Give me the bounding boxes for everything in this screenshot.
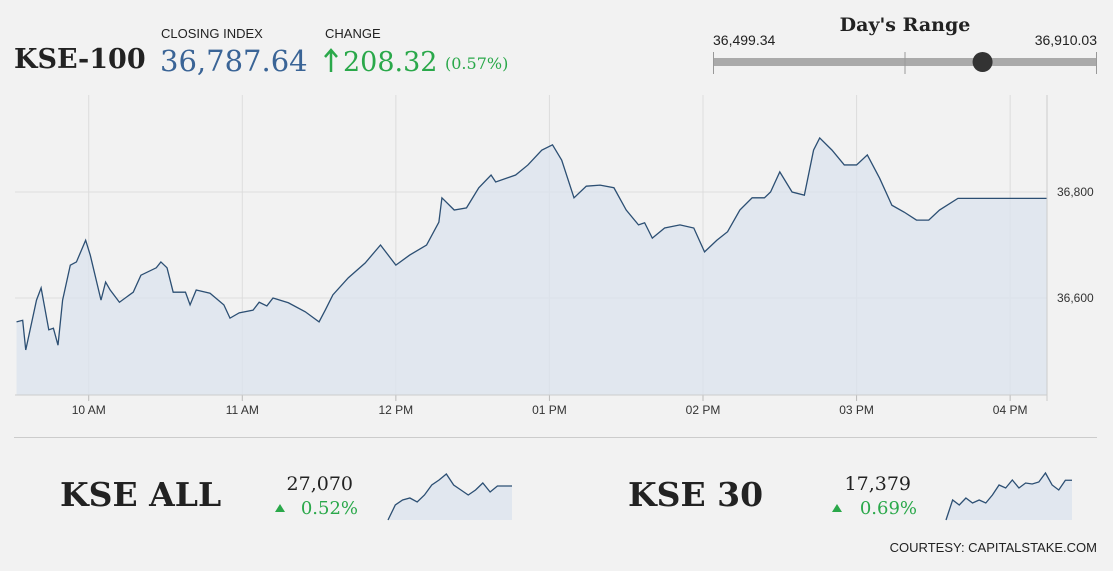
- change: 208.32: [343, 47, 437, 78]
- range-low: 36,499.34: [713, 32, 775, 48]
- line: [387, 473, 512, 521]
- index-value: 17,379: [845, 473, 911, 495]
- line: [16, 136, 1047, 351]
- x-tick-label: 10 AM: [72, 403, 106, 417]
- up-arrow: [324, 48, 338, 72]
- charts: 36,600 36,800 10 AM 11 AM 12 PM 01 PM 02 PM 03 …: [15, 95, 1094, 521]
- x-tick-label: 03 PM: [839, 403, 874, 417]
- symbol: KSE-100: [14, 44, 146, 75]
- change-label: CHANGE: [325, 26, 381, 41]
- area: [946, 473, 1072, 520]
- x-tick-label: 02 PM: [686, 403, 721, 417]
- range-high: 36,910.03: [1035, 32, 1097, 48]
- index-value: 27,070: [287, 473, 353, 495]
- range-title: Day's Range: [840, 14, 971, 36]
- up-triangle: [832, 504, 842, 512]
- area: [16, 137, 1047, 395]
- closing-index: 36,787.64: [160, 44, 308, 78]
- x-tick-label: 01 PM: [532, 403, 567, 417]
- x-tick-label: 12 PM: [379, 403, 414, 417]
- y-tick-label: 36,800: [1057, 185, 1094, 199]
- y-tick-label: 36,600: [1057, 291, 1094, 305]
- courtesy: COURTESY: CAPITALSTAKE.COM: [890, 540, 1097, 555]
- closing-label: CLOSING INDEX: [161, 26, 263, 41]
- index-name: KSE ALL: [60, 475, 221, 514]
- index-change: 0.52%: [301, 498, 358, 519]
- up-triangle: [275, 504, 285, 512]
- line: [945, 471, 1072, 521]
- range-marker: [972, 52, 993, 72]
- range-dividers: [713, 52, 1097, 74]
- index-name: KSE 30: [628, 475, 763, 514]
- index-change: 0.69%: [860, 498, 917, 519]
- change-pct: (0.57%): [445, 54, 508, 73]
- x-tick-label: 11 AM: [226, 403, 259, 417]
- x-tick-label: 04 PM: [993, 403, 1028, 417]
